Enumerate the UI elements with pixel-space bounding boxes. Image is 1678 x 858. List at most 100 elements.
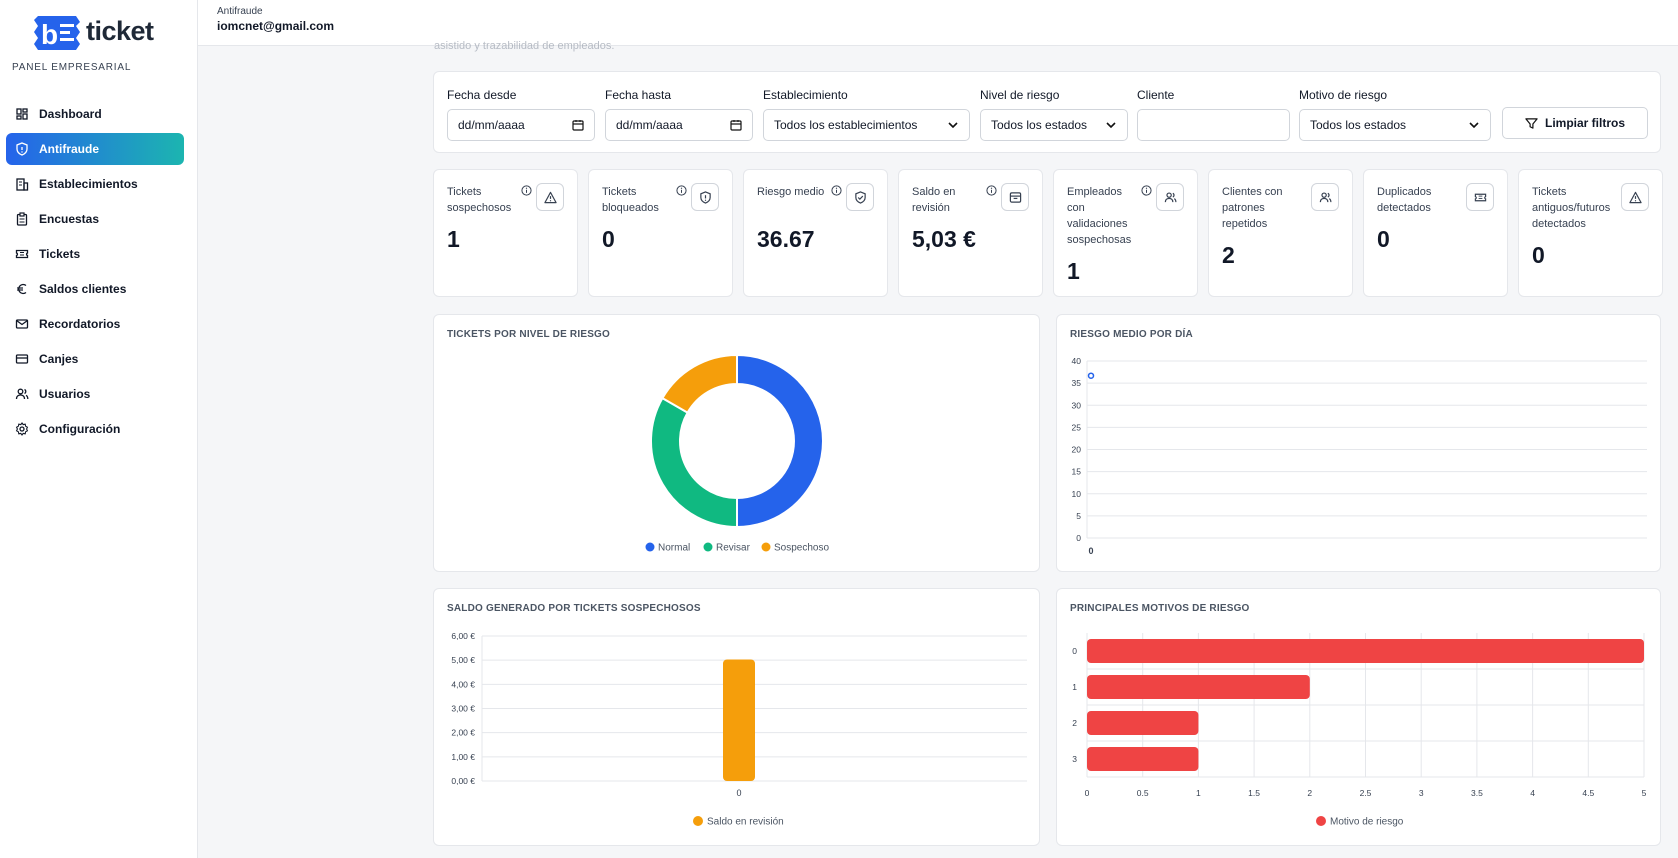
y-tick-label: 1,00 € [451, 752, 475, 762]
risk-reason-value: Todos los estados [1310, 118, 1407, 132]
y-tick-label: 0 [1072, 646, 1077, 656]
suspicious-balance-chart-card: SALDO GENERADO POR TICKETS SOSPECHOSOS 0… [433, 588, 1040, 846]
y-tick-label: 10 [1072, 489, 1082, 499]
legend-marker-2 [761, 542, 771, 552]
x-tick-label: 2 [1307, 788, 1312, 798]
x-tick-label: 0 [1085, 788, 1090, 798]
ticket-icon [1474, 193, 1486, 201]
shield-check-icon [854, 190, 866, 204]
daily-risk-chart-card: RIESGO MEDIO POR DÍA 0 5 10 15 20 25 30 35 40 0 [1056, 314, 1661, 572]
stat-card: Tickets antiguos/futuros detectados 0 [1518, 169, 1663, 297]
y-tick-label: 5 [1076, 511, 1081, 521]
stat-action-button[interactable] [691, 183, 719, 211]
sidebar-item-tickets[interactable]: Tickets [6, 238, 184, 270]
sidebar-item-usuarios[interactable]: Usuarios [6, 378, 184, 410]
chevron-down-icon [1469, 122, 1479, 129]
chart-title: PRINCIPALES MOTIVOS DE RIESGO [1070, 603, 1250, 614]
users-icon [1164, 191, 1176, 202]
stat-action-button[interactable] [846, 183, 874, 211]
date-from-value: dd/mm/aaaa [458, 118, 525, 132]
x-tick-label: 3 [1419, 788, 1424, 798]
stat-title: Tickets bloqueados [602, 186, 659, 214]
euro-icon [15, 282, 29, 296]
ticket-icon [15, 247, 29, 261]
user-email[interactable]: iomcnet@gmail.com [217, 19, 335, 33]
sidebar-item-label: Saldos clientes [39, 282, 127, 296]
date-to-input[interactable]: dd/mm/aaaa [605, 109, 753, 141]
y-tick-label: 35 [1072, 378, 1082, 388]
date-from-input[interactable]: dd/mm/aaaa [447, 109, 595, 141]
y-tick-label: 6,00 € [451, 631, 475, 641]
calendar-icon[interactable] [572, 119, 584, 131]
filters-panel: Fecha desde dd/mm/aaaa Fecha hasta dd/mm… [433, 71, 1661, 153]
logo-mark-icon: b [34, 16, 80, 50]
chevron-down-icon [948, 122, 958, 129]
topbar: Antifraude iomcnet@gmail.com [198, 0, 1678, 46]
sidebar-item-configuracion[interactable]: Configuración [6, 413, 184, 445]
info-icon[interactable] [831, 185, 842, 196]
stat-action-button[interactable] [1466, 183, 1494, 211]
sidebar-item-canjes[interactable]: Canjes [6, 343, 184, 375]
sidebar-item-antifraude[interactable]: Antifraude [6, 133, 184, 165]
users-icon [1319, 191, 1331, 202]
stat-card: Saldo en revisión 5,03 € [898, 169, 1043, 297]
sidebar-item-label: Usuarios [39, 387, 91, 401]
clear-filters-button[interactable]: Limpiar filtros [1502, 107, 1648, 139]
risk-level-select[interactable]: Todos los estados [980, 109, 1128, 141]
info-icon[interactable] [1141, 185, 1152, 196]
dashboard-icon [15, 107, 29, 121]
legend-marker [1316, 816, 1326, 826]
stat-action-button[interactable] [1156, 183, 1184, 211]
brand-logo[interactable]: b ticket [32, 14, 162, 52]
stat-card: Tickets bloqueados 0 [588, 169, 733, 297]
stat-action-button[interactable] [1001, 183, 1029, 211]
stat-card: Empleados con validaciones sospechosas 1 [1053, 169, 1198, 297]
sidebar-item-encuestas[interactable]: Encuestas [6, 203, 184, 235]
establishment-value: Todos los establecimientos [774, 118, 918, 132]
bar [1087, 711, 1199, 735]
suspicious-balance-bar-chart: 0,00 € 1,00 € 2,00 € 3,00 € 4,00 € 5,00 € 6,00… [451, 631, 1027, 828]
info-icon[interactable] [521, 185, 532, 196]
sidebar-item-recordatorios[interactable]: Recordatorios [6, 308, 184, 340]
sidebar-item-establecimientos[interactable]: Establecimientos [6, 168, 184, 200]
risk-level-group: Nivel de riesgo Todos los estados [980, 88, 1128, 141]
chart-title: TICKETS POR NIVEL DE RIESGO [447, 329, 611, 340]
y-tick-label: 1 [1072, 682, 1077, 692]
stat-action-button[interactable] [536, 183, 564, 211]
calendar-icon[interactable] [730, 119, 742, 131]
shield-icon [15, 142, 29, 156]
risk-level-donut-chart: Normal Revisar Sospechoso [645, 353, 829, 554]
sidebar: b ticket PANEL EMPRESARIAL Dashboard Anti… [0, 0, 198, 858]
stat-title: Saldo en revisión [912, 186, 956, 214]
risk-reasons-bar-chart: 0 0.5 1 1.5 2 2.5 3 3.5 4 4.5 5 0 1 2 3 Motivo de riesg… [1072, 633, 1647, 828]
sidebar-item-label: Configuración [39, 422, 121, 436]
info-icon[interactable] [986, 185, 997, 196]
page-description: asistido y trazabilidad de empleados. [434, 40, 615, 52]
x-tick-label: 0.5 [1137, 788, 1149, 798]
y-tick-label: 25 [1072, 422, 1082, 432]
card-icon [15, 352, 29, 366]
stat-title: Riesgo medio [757, 186, 825, 198]
stat-action-button[interactable] [1311, 183, 1339, 211]
bar [1087, 639, 1644, 663]
sidebar-item-label: Recordatorios [39, 317, 121, 331]
sidebar-item-dashboard[interactable]: Dashboard [6, 98, 184, 130]
x-tick-label: 4.5 [1582, 788, 1594, 798]
sidebar-item-saldos-clientes[interactable]: Saldos clientes [6, 273, 184, 305]
stat-title: Empleados con validaciones sospechosas [1067, 186, 1132, 246]
x-tick-label: 1 [1196, 788, 1201, 798]
chart-title: SALDO GENERADO POR TICKETS SOSPECHOSOS [447, 603, 701, 614]
client-label: Cliente [1137, 88, 1175, 102]
client-input[interactable] [1137, 109, 1290, 141]
x-tick-label: 0 [1088, 546, 1093, 556]
stat-action-button[interactable] [1621, 183, 1649, 211]
legend-label: Saldo en revisión [707, 817, 784, 828]
establishment-select[interactable]: Todos los establecimientos [763, 109, 970, 141]
stat-card: Riesgo medio 36.67 [743, 169, 888, 297]
stat-value: 36.67 [757, 226, 815, 252]
risk-reason-select[interactable]: Todos los estados [1299, 109, 1491, 141]
stat-value: 0 [602, 226, 615, 252]
y-tick-label: 0,00 € [451, 776, 475, 786]
info-icon[interactable] [676, 185, 687, 196]
breadcrumb: Antifraude [217, 6, 263, 17]
